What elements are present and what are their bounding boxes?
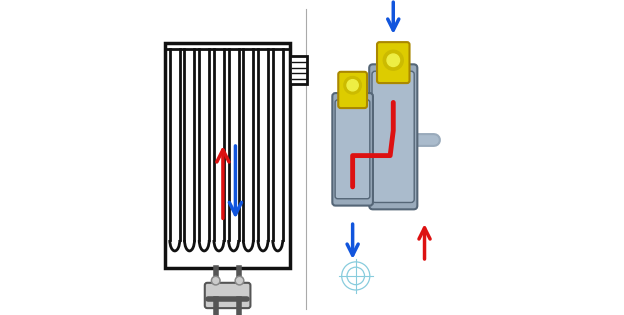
FancyBboxPatch shape [369, 64, 417, 209]
FancyBboxPatch shape [205, 283, 250, 308]
FancyBboxPatch shape [335, 100, 370, 199]
Circle shape [212, 276, 220, 285]
Circle shape [344, 77, 361, 94]
FancyBboxPatch shape [338, 72, 367, 108]
Circle shape [213, 278, 218, 284]
Circle shape [347, 80, 358, 91]
Bar [165, 43, 290, 268]
Circle shape [383, 50, 403, 70]
FancyBboxPatch shape [333, 93, 373, 206]
Circle shape [387, 54, 399, 66]
Bar [290, 55, 307, 84]
FancyBboxPatch shape [372, 71, 414, 203]
Circle shape [236, 278, 242, 284]
FancyBboxPatch shape [377, 42, 409, 83]
Circle shape [235, 276, 244, 285]
